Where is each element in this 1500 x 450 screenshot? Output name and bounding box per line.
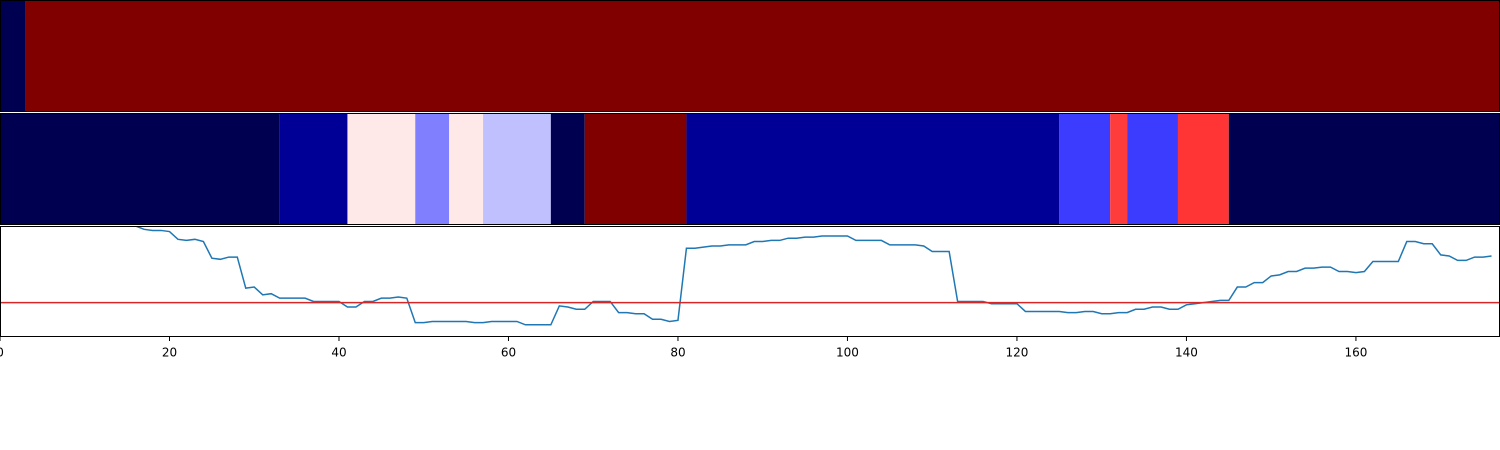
x-tick-label: 20	[162, 346, 177, 360]
x-tick-label: 160	[1344, 346, 1367, 360]
x-tick-label: 120	[1005, 346, 1028, 360]
heatmap-cell	[483, 113, 551, 225]
x-tick-label: 80	[670, 346, 685, 360]
heatmap-cell	[1127, 113, 1178, 225]
x-tick-label: 0	[0, 346, 4, 360]
heatmap-cell	[584, 113, 687, 225]
heatmap-cell	[1059, 113, 1111, 225]
heatmap-cell	[0, 0, 26, 112]
x-tick-label: 40	[331, 346, 346, 360]
x-tick-label: 140	[1175, 346, 1198, 360]
heatmap-cell	[0, 113, 280, 225]
heatmap-cell	[415, 113, 450, 225]
heatmap-cell	[25, 0, 1500, 112]
x-tick-label: 100	[836, 346, 859, 360]
heatmap-cell	[1228, 113, 1500, 225]
line-series	[135, 226, 1492, 326]
heatmap-cell	[279, 113, 348, 225]
x-tick-label: 60	[501, 346, 516, 360]
heatmap-cell	[1110, 113, 1128, 225]
heatmap-cell	[347, 113, 416, 225]
heatmap-cell	[550, 113, 585, 225]
heatmap-cell	[686, 113, 1060, 225]
heatmap-cell	[449, 113, 484, 225]
heatmap-cell	[1177, 113, 1229, 225]
